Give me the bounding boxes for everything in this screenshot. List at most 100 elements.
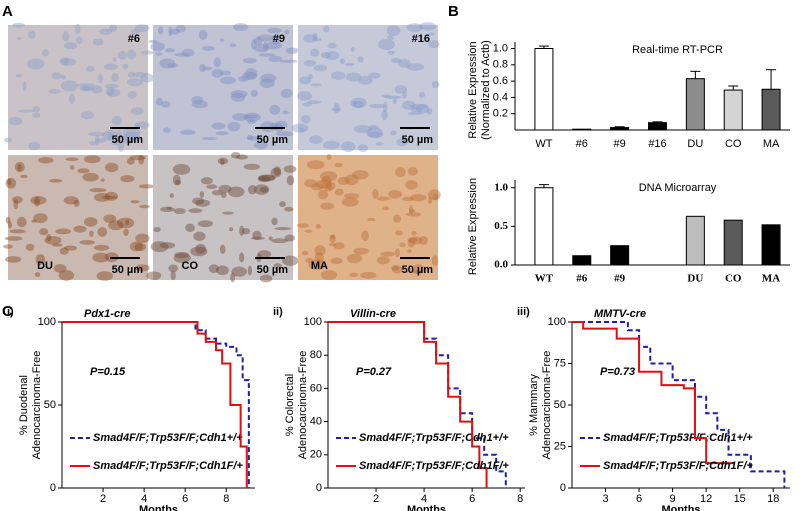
cell	[243, 163, 261, 170]
cell	[130, 28, 140, 35]
cell	[89, 230, 94, 237]
x-tick-label: #9	[614, 138, 626, 150]
cell	[109, 24, 118, 32]
cell	[34, 196, 40, 207]
cell	[253, 36, 263, 46]
cell	[396, 138, 409, 147]
cell	[195, 199, 211, 207]
y-axis-label: Relative Expression	[467, 41, 479, 138]
panel-number: ii)	[273, 306, 283, 318]
cell	[153, 227, 161, 233]
cell	[333, 242, 345, 250]
y-tick-label: 0.0	[494, 259, 508, 271]
cell	[198, 29, 208, 40]
cell	[51, 243, 63, 247]
cell	[116, 129, 123, 140]
cell	[146, 271, 162, 281]
panel-label: A	[2, 3, 13, 20]
cell	[271, 217, 278, 226]
cell	[393, 214, 402, 223]
cell	[317, 189, 329, 200]
y-tick-label: 100	[304, 316, 322, 328]
cell	[175, 179, 182, 186]
cell	[112, 56, 117, 62]
cell	[330, 257, 343, 265]
y-tick-label: 1.0	[494, 181, 508, 193]
cell	[346, 253, 363, 264]
cell	[141, 50, 154, 55]
cell	[232, 113, 249, 121]
micrograph-bg	[153, 155, 293, 280]
micrograph-bg	[8, 155, 148, 280]
bar	[685, 78, 705, 131]
cell	[81, 86, 92, 91]
bar	[534, 48, 554, 131]
cell	[381, 94, 392, 98]
cell	[230, 272, 236, 283]
cell	[188, 208, 203, 214]
scale-label: 50 µm	[402, 264, 434, 276]
cell	[310, 83, 322, 87]
cell	[361, 230, 369, 242]
cell	[185, 223, 196, 233]
cell	[352, 100, 365, 109]
cell	[195, 243, 207, 255]
cell	[303, 60, 317, 67]
cell	[246, 136, 263, 141]
cell	[155, 52, 163, 56]
cell	[100, 178, 105, 182]
cell	[41, 49, 49, 57]
image-tag: #9	[273, 33, 285, 45]
x-axis-label: Months	[407, 504, 446, 511]
y-axis-label: (Normalized to Actb)	[480, 40, 492, 140]
cell	[160, 206, 175, 213]
cell	[82, 172, 99, 182]
legend-label: Smad4F/F;Trp53F/F;Cdh1F/+	[93, 460, 243, 472]
cell	[202, 46, 215, 51]
x-tick-label: 18	[767, 493, 779, 505]
cell	[200, 177, 213, 185]
cell	[233, 23, 249, 31]
cell	[328, 242, 337, 247]
x-tick-label: MA	[762, 273, 780, 285]
cell	[345, 72, 362, 82]
cell	[314, 252, 324, 263]
cell	[284, 234, 296, 242]
cell	[127, 90, 137, 99]
cell	[419, 22, 437, 31]
micrograph	[291, 22, 440, 152]
x-tick-label: 8	[517, 493, 523, 505]
cell	[155, 97, 163, 106]
legend-label: Smad4F/F;Trp53F/F;Cdh1+/+	[603, 432, 753, 444]
cell	[284, 206, 294, 212]
bar	[610, 245, 630, 266]
x-tick-label: DU	[687, 273, 703, 285]
panel-number: i)	[7, 306, 14, 318]
cell	[410, 107, 423, 113]
cell	[299, 127, 305, 133]
cell	[353, 124, 372, 134]
cell	[89, 187, 107, 193]
cell	[405, 212, 422, 217]
cell	[406, 23, 423, 32]
cell	[44, 235, 62, 245]
y-tick-label: 100	[548, 316, 566, 328]
annotation: P=0.15	[90, 366, 126, 378]
x-tick-label: 2	[373, 493, 379, 505]
cell	[51, 72, 63, 80]
x-tick-label: MA	[763, 138, 780, 150]
bar-chart: 0.2 0.4 0.6 0.8 1.0 Relative Expression (Norma…	[467, 40, 790, 150]
cell	[326, 181, 336, 191]
cell	[359, 271, 377, 279]
cell	[73, 225, 87, 233]
micrograph-bg	[8, 25, 148, 150]
cell	[271, 34, 280, 45]
cell	[59, 58, 77, 66]
cell	[314, 245, 326, 256]
cell	[398, 58, 411, 68]
cell	[13, 199, 19, 210]
cell	[331, 107, 342, 111]
cell	[4, 236, 23, 241]
micrograph	[148, 23, 299, 150]
cell	[103, 214, 117, 223]
